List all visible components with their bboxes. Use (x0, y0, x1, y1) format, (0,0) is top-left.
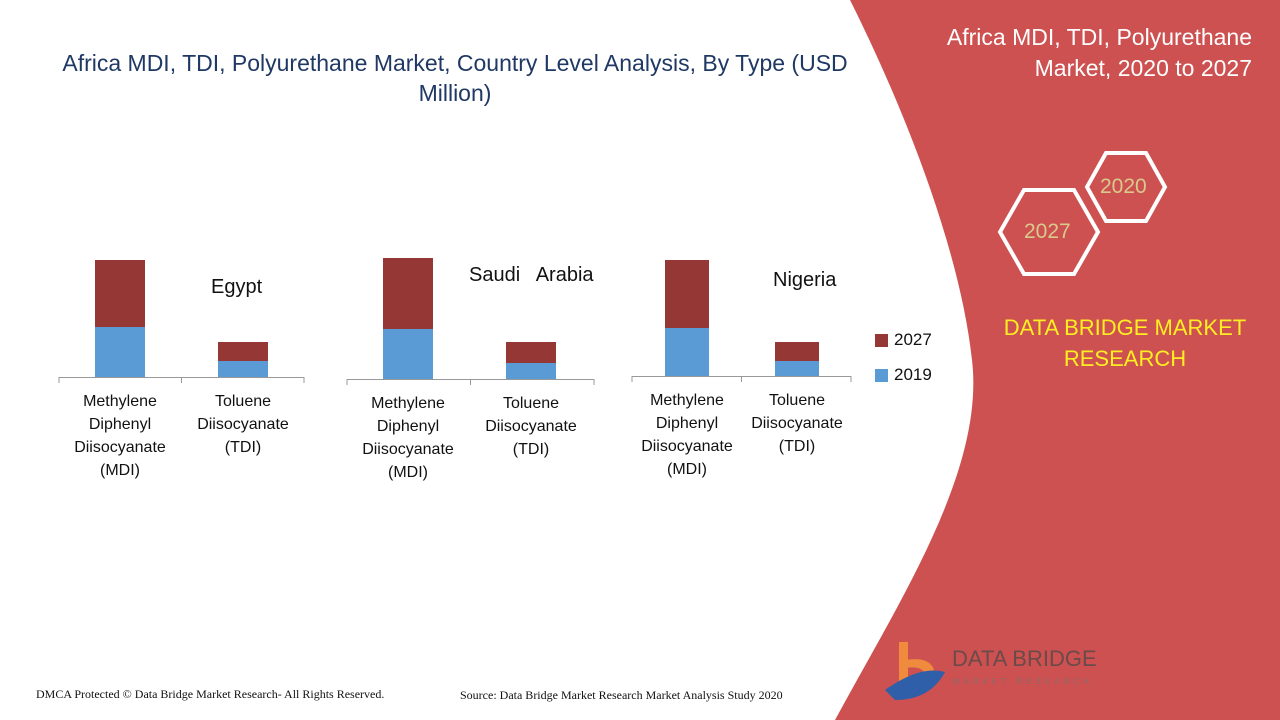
country-label-egypt: Egypt (211, 276, 263, 298)
bar-2019 (665, 328, 709, 376)
legend-label: 2019 (894, 365, 932, 384)
category-label: Methylene Diphenyl Diisocyanate (MDI) (641, 392, 733, 478)
bar-2019 (775, 361, 819, 376)
category-label: Toluene Diisocyanate (TDI) (485, 395, 577, 458)
bar-2019 (95, 327, 145, 377)
dmca-notice: DMCA Protected © Data Bridge Market Rese… (36, 687, 385, 701)
category-label: Methylene Diphenyl Diisocyanate (MDI) (74, 393, 166, 479)
source-note: Source: Data Bridge Market Research Mark… (460, 688, 783, 702)
year-2027-label: 2027 (1024, 220, 1071, 243)
legend-label: 2027 (894, 330, 932, 349)
logo-subtext: MARKET RESEARCH (953, 677, 1093, 686)
category-label: Toluene Diisocyanate (TDI) (197, 393, 289, 456)
page-title: Africa MDI, TDI, Polyurethane Market, Co… (62, 50, 848, 106)
legend-swatch (875, 333, 888, 347)
legend-item-2019: 2019 (875, 365, 932, 385)
country-label-nigeria: Nigeria (773, 269, 837, 291)
year-2020-label: 2020 (1100, 175, 1147, 198)
side-title: Africa MDI, TDI, Polyurethane Market, 20… (946, 24, 1252, 81)
logo-icon (885, 642, 945, 700)
bar-2027 (383, 258, 433, 329)
chart-area (58, 258, 852, 385)
country-label-saudi-arabia: Saudi Arabia (469, 264, 594, 286)
bar-2027 (218, 342, 268, 361)
bar-2019 (506, 363, 556, 379)
legend-item-2027: 2027 (875, 330, 932, 350)
legend-swatch (875, 368, 888, 382)
red-side-panel (835, 0, 1280, 720)
bar-2027 (506, 342, 556, 363)
bar-2019 (383, 329, 433, 379)
bar-2027 (95, 260, 145, 327)
bar-2019 (218, 361, 268, 377)
hexagon-2020 (1084, 151, 1168, 223)
hexagon-2027 (997, 188, 1101, 276)
bar-2027 (775, 342, 819, 361)
category-label: Methylene Diphenyl Diisocyanate (MDI) (362, 395, 454, 481)
category-label: Toluene Diisocyanate (TDI) (751, 392, 843, 455)
bar-2027 (665, 260, 709, 328)
brand-text: DATA BRIDGE MARKET RESEARCH (1003, 315, 1247, 371)
logo-text: DATA BRIDGE (952, 646, 1097, 671)
